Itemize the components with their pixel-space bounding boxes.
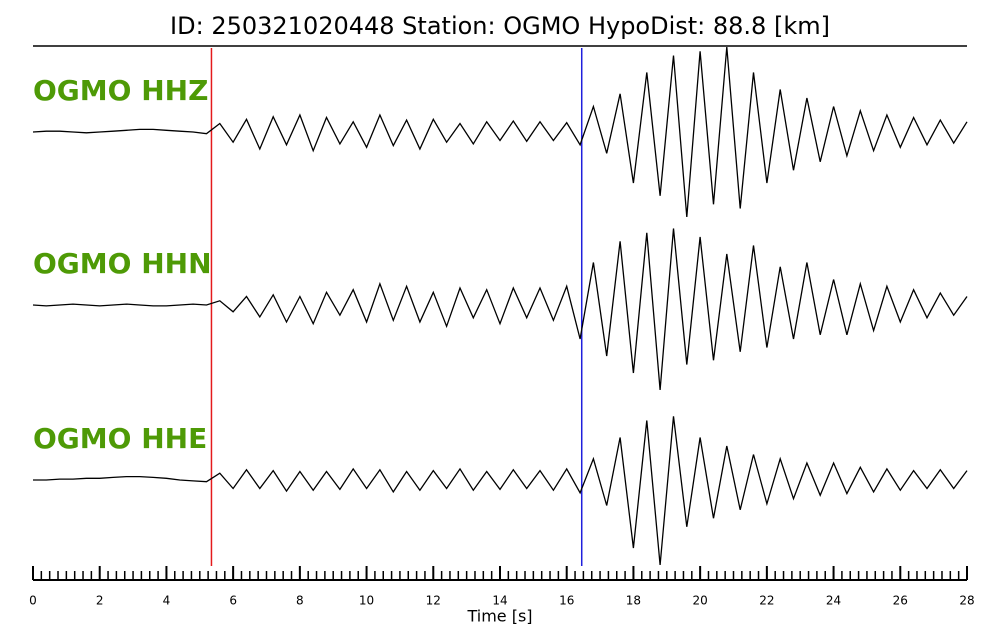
- x-tick-label: 14: [492, 594, 507, 608]
- x-tick-label: 18: [626, 594, 641, 608]
- trace: [32, 228, 968, 391]
- trace-label: OGMO HHN: [33, 247, 212, 280]
- x-axis-label: Time [s]: [466, 607, 532, 626]
- x-tick-label: 8: [296, 594, 304, 608]
- x-tick-label: 2: [96, 594, 104, 608]
- x-tick-label: 10: [359, 594, 374, 608]
- x-tick-label: 6: [229, 594, 237, 608]
- x-tick-label: 22: [759, 594, 774, 608]
- trace: [33, 416, 968, 566]
- x-tick-label: 24: [826, 594, 841, 608]
- chart-title: ID: 250321020448 Station: OGMO HypoDist:…: [170, 12, 830, 40]
- x-tick-label: 26: [893, 594, 908, 608]
- x-tick-label: 0: [29, 594, 37, 608]
- x-tick-label: 16: [559, 594, 574, 608]
- x-tick-label: 20: [693, 594, 708, 608]
- x-tick-label: 4: [163, 594, 171, 608]
- x-tick-label: 12: [426, 594, 441, 608]
- x-tick-label: 28: [959, 594, 974, 608]
- trace-label: OGMO HHZ: [33, 74, 208, 107]
- trace: [32, 46, 968, 218]
- trace-label: OGMO HHE: [33, 422, 207, 455]
